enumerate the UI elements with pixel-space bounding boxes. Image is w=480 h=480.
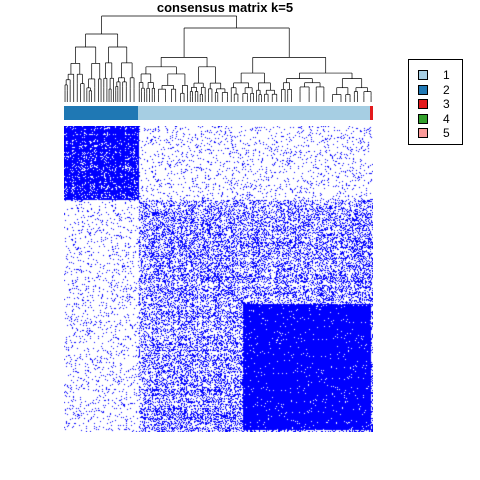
- class-bar-segment-2: [64, 106, 138, 120]
- legend-item-4: 4: [418, 113, 450, 125]
- legend-item-5: 5: [418, 127, 450, 139]
- legend-item-2: 2: [418, 84, 450, 96]
- legend-item-3: 3: [418, 98, 450, 110]
- legend-swatch: [418, 84, 428, 95]
- column-dendrogram: [64, 15, 372, 102]
- legend-swatch: [418, 99, 428, 109]
- class-annotation-bar: [64, 106, 373, 120]
- legend-label: 1: [443, 68, 450, 82]
- legend-swatch: [418, 113, 428, 124]
- consensus-matrix: [64, 126, 373, 432]
- legend-swatch: [418, 128, 428, 138]
- class-bar-segment-3: [370, 106, 373, 120]
- legend-swatch: [418, 70, 428, 80]
- legend-item-1: 1: [418, 69, 450, 81]
- class-bar-segment-1: [138, 106, 370, 120]
- legend-label: 3: [443, 97, 450, 111]
- chart-title: consensus matrix k=5: [156, 0, 294, 15]
- legend-label: 2: [443, 82, 450, 97]
- legend-label: 4: [443, 111, 450, 126]
- legend-label: 5: [443, 126, 450, 140]
